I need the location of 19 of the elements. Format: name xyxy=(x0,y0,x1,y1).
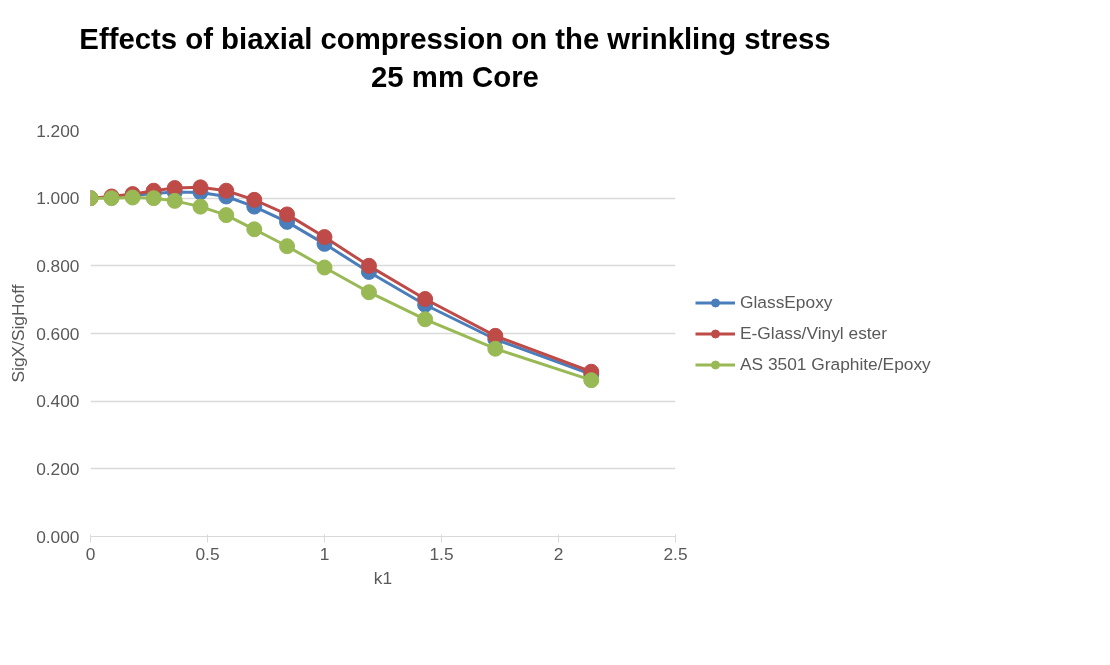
chart-title: Effects of biaxial compression on the wrinkling stress 25 mm Core xyxy=(79,21,831,96)
legend-label: E-Glass/Vinyl ester xyxy=(740,322,888,344)
x-axis-title: k1 xyxy=(373,567,393,588)
y-axis-title: SigX/SigHoff xyxy=(8,284,29,383)
x-tick-label: 2 xyxy=(553,543,564,564)
y-tick-label: 1.000 xyxy=(36,188,80,209)
x-tick-label: 0 xyxy=(85,543,96,564)
y-tick-label: 0.200 xyxy=(36,458,80,479)
x-tick-label: 2.5 xyxy=(663,543,688,564)
legend-label: GlassEpoxy xyxy=(740,291,833,313)
y-tick-label: 0.600 xyxy=(36,323,80,344)
y-tick-label: 0.000 xyxy=(36,526,80,547)
y-tick-label: 0.400 xyxy=(36,391,80,412)
y-tick-label: 1.200 xyxy=(36,120,80,141)
legend-label: AS 3501 Graphite/Epoxy xyxy=(740,353,931,375)
x-tick-label: 1 xyxy=(319,543,330,564)
x-tick-label: 1.5 xyxy=(429,543,454,564)
x-tick-label: 0.5 xyxy=(195,543,220,564)
y-tick-label: 0.800 xyxy=(36,255,80,276)
